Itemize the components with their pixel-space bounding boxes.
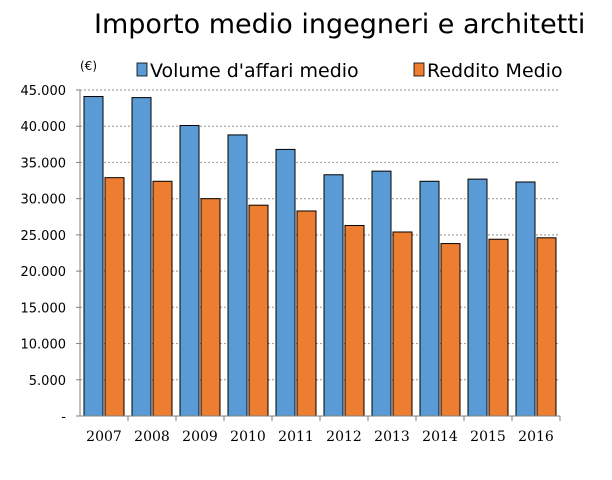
y-tick-label: - (61, 410, 66, 425)
y-tick-label: 35.000 (21, 156, 67, 171)
x-tick-label-2014: 2014 (422, 429, 458, 445)
y-axis-ticks: - 5.000 10.000 15.000 20.000 25.000 30.000 35.0… (21, 84, 80, 425)
bar-volume-2009 (179, 124, 200, 417)
bar-volume-2012 (323, 174, 344, 417)
x-tick-label-2011: 2011 (278, 429, 314, 445)
bar-reddito-2015 (488, 238, 509, 417)
x-tick-label-2015: 2015 (470, 429, 506, 445)
bars (83, 96, 557, 417)
bar-reddito-2011 (296, 210, 317, 417)
bar-volume-2008 (131, 97, 152, 417)
legend-label-reddito: Reddito Medio (427, 60, 563, 82)
x-tick-label-2009: 2009 (182, 429, 218, 445)
bar-reddito-2008 (152, 180, 173, 417)
x-tick-label-2010: 2010 (230, 429, 266, 445)
y-tick-label: 5.000 (29, 374, 66, 389)
bar-reddito-2010 (248, 204, 269, 417)
x-axis-ticks: 2007 2008 2009 2010 2011 2012 2013 2014 2015 2016 (86, 416, 561, 445)
bar-volume-2015 (467, 178, 488, 417)
bar-volume-2010 (227, 134, 248, 417)
bar-volume-2014 (419, 180, 440, 417)
bar-reddito-2016 (536, 237, 557, 417)
gridlines (80, 89, 560, 381)
x-tick-label-2016: 2016 (518, 429, 554, 445)
y-tick-label: 20.000 (21, 265, 67, 280)
bar-volume-2013 (371, 170, 392, 417)
y-tick-label: 25.000 (21, 229, 67, 244)
bar-reddito-2009 (200, 198, 221, 417)
bar-volume-2016 (515, 181, 536, 417)
bar-reddito-2007 (104, 177, 125, 417)
x-tick-label-2013: 2013 (374, 429, 410, 445)
y-tick-label: 45.000 (21, 84, 67, 99)
legend-swatch-reddito (413, 62, 425, 77)
y-tick-label: 30.000 (21, 193, 67, 208)
x-tick-label-2012: 2012 (326, 429, 362, 445)
x-tick-label-2008: 2008 (134, 429, 170, 445)
y-tick-label: 15.000 (21, 301, 67, 316)
chart-title: Importo medio ingegneri e architetti (94, 9, 585, 40)
bar-volume-2011 (275, 148, 296, 417)
y-tick-label: 10.000 (21, 338, 67, 353)
bar-volume-2007 (83, 96, 104, 417)
bar-reddito-2013 (392, 231, 413, 417)
legend-label-volume: Volume d'affari medio (150, 60, 359, 82)
bar-reddito-2014 (440, 243, 461, 417)
y-axis-unit: (€) (80, 59, 97, 73)
legend-swatch-volume (136, 62, 148, 77)
bar-reddito-2012 (344, 224, 365, 417)
x-tick-label-2007: 2007 (86, 429, 122, 445)
y-tick-label: 40.000 (21, 120, 67, 135)
